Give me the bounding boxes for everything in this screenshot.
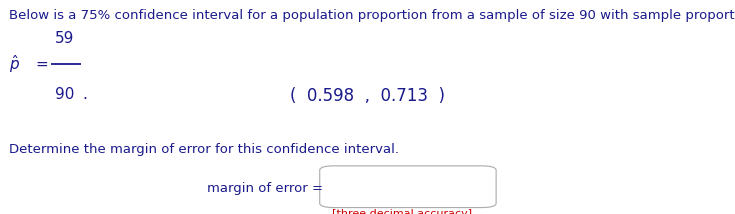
Text: $\hat{p}$: $\hat{p}$ bbox=[9, 53, 20, 75]
Text: [three decimal accuracy]: [three decimal accuracy] bbox=[332, 209, 473, 214]
Text: 59: 59 bbox=[55, 31, 74, 46]
Text: Below is a 75% confidence interval for a population proportion from a sample of : Below is a 75% confidence interval for a… bbox=[9, 9, 735, 22]
FancyBboxPatch shape bbox=[320, 166, 496, 208]
Text: margin of error =: margin of error = bbox=[207, 182, 323, 195]
Text: .: . bbox=[82, 87, 87, 102]
Text: (  0.598  ,  0.713  ): ( 0.598 , 0.713 ) bbox=[290, 87, 445, 105]
Text: 90: 90 bbox=[55, 87, 74, 102]
Text: Determine the margin of error for this confidence interval.: Determine the margin of error for this c… bbox=[9, 143, 399, 156]
Text: =: = bbox=[35, 57, 48, 72]
